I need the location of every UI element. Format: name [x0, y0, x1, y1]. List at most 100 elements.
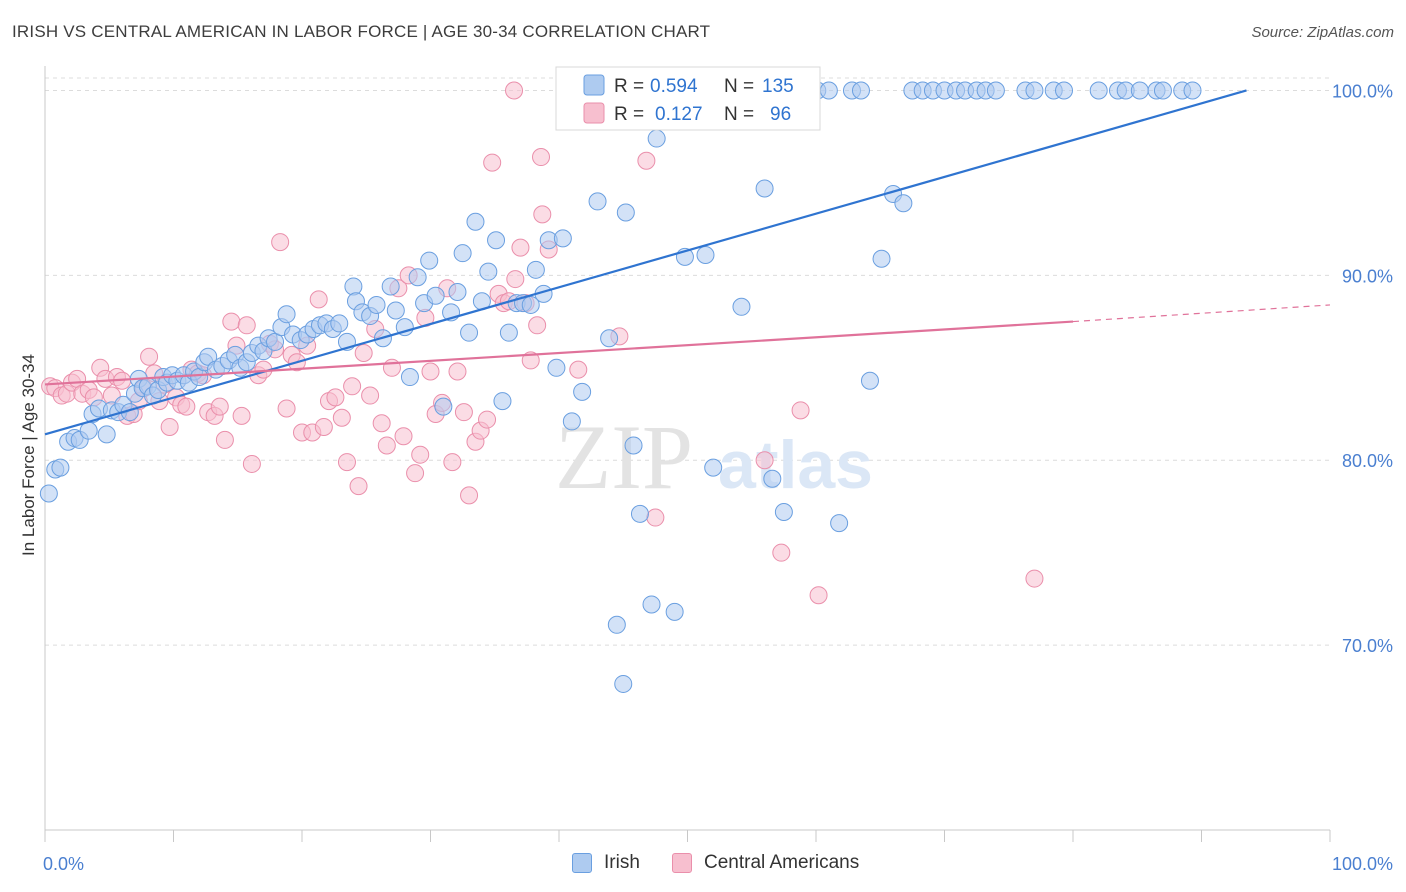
irish-point [763, 469, 782, 488]
irish-point [1089, 81, 1108, 100]
central-americans-point [443, 453, 462, 472]
legend-r-value-central: 0.127 [655, 104, 703, 125]
central-americans-point [372, 414, 391, 433]
irish-trend-line [44, 89, 1247, 436]
irish-point [499, 323, 518, 342]
y-tick-label: 80.0% [1342, 451, 1393, 471]
irish-point [696, 246, 715, 265]
irish-point [614, 674, 633, 693]
central-americans-point [569, 360, 588, 379]
central-americans-point [637, 151, 656, 170]
irish-point [573, 382, 592, 401]
central-americans-point [460, 486, 479, 505]
central-americans-point [448, 362, 467, 381]
central-americans-point [406, 464, 425, 483]
irish-point [479, 262, 498, 281]
legend-item-central-americans: Central Americans [672, 852, 859, 874]
irish-point [819, 81, 838, 100]
central-americans-point [277, 399, 296, 418]
central-americans-point [533, 205, 552, 224]
central-americans-point [160, 417, 179, 436]
irish-point [386, 301, 405, 320]
irish-point [1025, 81, 1044, 100]
central-americans-trend-line [44, 320, 1074, 386]
central-americans-point [309, 290, 328, 309]
central-americans-point [222, 312, 241, 331]
central-americans-point [772, 543, 791, 562]
irish-point [487, 231, 506, 250]
irish-point [460, 323, 479, 342]
central-americans-point [483, 153, 502, 172]
irish-point [562, 412, 581, 431]
irish-point [493, 392, 512, 411]
legend-label-irish: Irish [604, 852, 640, 873]
central-americans-point [791, 401, 810, 420]
central-americans-point [511, 238, 530, 257]
central-americans-point [343, 377, 362, 396]
irish-point [448, 283, 467, 302]
irish-point [553, 229, 572, 248]
legend-n-value-central: 96 [770, 104, 791, 125]
watermark: ZIP atlas [555, 406, 873, 508]
irish-point [1183, 81, 1202, 100]
trend-lines [44, 89, 1331, 436]
central-americans-point [215, 430, 234, 449]
central-americans-point [232, 406, 251, 425]
irish-point [466, 212, 485, 231]
stats-legend: R = 0.594 N = 135 R = 0.127 N = 96 [555, 66, 821, 131]
irish-point [381, 277, 400, 296]
irish-point [616, 203, 635, 222]
central-americans-trend-extension [1072, 304, 1331, 323]
legend-swatch-irish [572, 853, 592, 873]
central-americans-point [505, 81, 524, 100]
irish-point [39, 484, 58, 503]
irish-point [860, 371, 879, 390]
source-label: Source: ZipAtlas.com [1251, 24, 1394, 41]
bottom-legend: Irish Central Americans [0, 852, 1406, 878]
irish-point [51, 458, 70, 477]
irish-point [453, 244, 472, 263]
irish-point [1130, 81, 1149, 100]
central-americans-point [332, 408, 351, 427]
central-americans-point [394, 427, 413, 446]
irish-point [434, 397, 453, 416]
irish-point [97, 425, 116, 444]
irish-point [755, 179, 774, 198]
irish-point [79, 421, 98, 440]
legend-n-label: N = [724, 76, 754, 97]
irish-point [830, 514, 849, 533]
irish-point [732, 297, 751, 316]
irish-point [1153, 81, 1172, 100]
legend-swatch-central [583, 102, 605, 124]
irish-point [624, 436, 643, 455]
legend-r-label: R = [614, 76, 644, 97]
y-tick-label: 90.0% [1342, 266, 1393, 286]
irish-point [607, 615, 626, 634]
central-americans-point [521, 351, 540, 370]
irish-point [526, 260, 545, 279]
x-tick-label: 100.0% [1332, 854, 1393, 874]
irish-point [704, 458, 723, 477]
irish-point [986, 81, 1005, 100]
central-americans-point [506, 270, 525, 289]
central-americans-point [349, 477, 368, 496]
irish-point [344, 277, 363, 296]
central-americans-point [755, 451, 774, 470]
irish-point [600, 329, 619, 348]
y-axis-label: In Labor Force | Age 30-34 [19, 354, 38, 556]
central-americans-point [421, 362, 440, 381]
irish-point [647, 129, 666, 148]
legend-item-irish: Irish [572, 852, 640, 874]
irish-point [588, 192, 607, 211]
central-americans-point [528, 316, 547, 335]
y-tick-label: 100.0% [1332, 81, 1393, 101]
irish-point [400, 368, 419, 387]
irish-point [774, 503, 793, 522]
x-tick-label: 0.0% [43, 854, 84, 874]
irish-point [547, 358, 566, 377]
central-americans-point [140, 347, 159, 366]
central-americans-point [411, 445, 430, 464]
irish-point [395, 318, 414, 337]
irish-point [642, 595, 661, 614]
